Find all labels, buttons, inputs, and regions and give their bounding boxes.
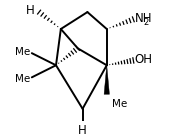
Text: H: H <box>78 124 87 137</box>
Polygon shape <box>104 65 109 94</box>
Text: Me: Me <box>15 47 31 57</box>
Text: OH: OH <box>134 53 152 66</box>
Text: Me: Me <box>15 74 31 84</box>
Text: Me: Me <box>112 99 127 109</box>
Text: 2: 2 <box>144 18 149 27</box>
Text: H: H <box>26 4 34 17</box>
Text: NH: NH <box>134 12 152 25</box>
